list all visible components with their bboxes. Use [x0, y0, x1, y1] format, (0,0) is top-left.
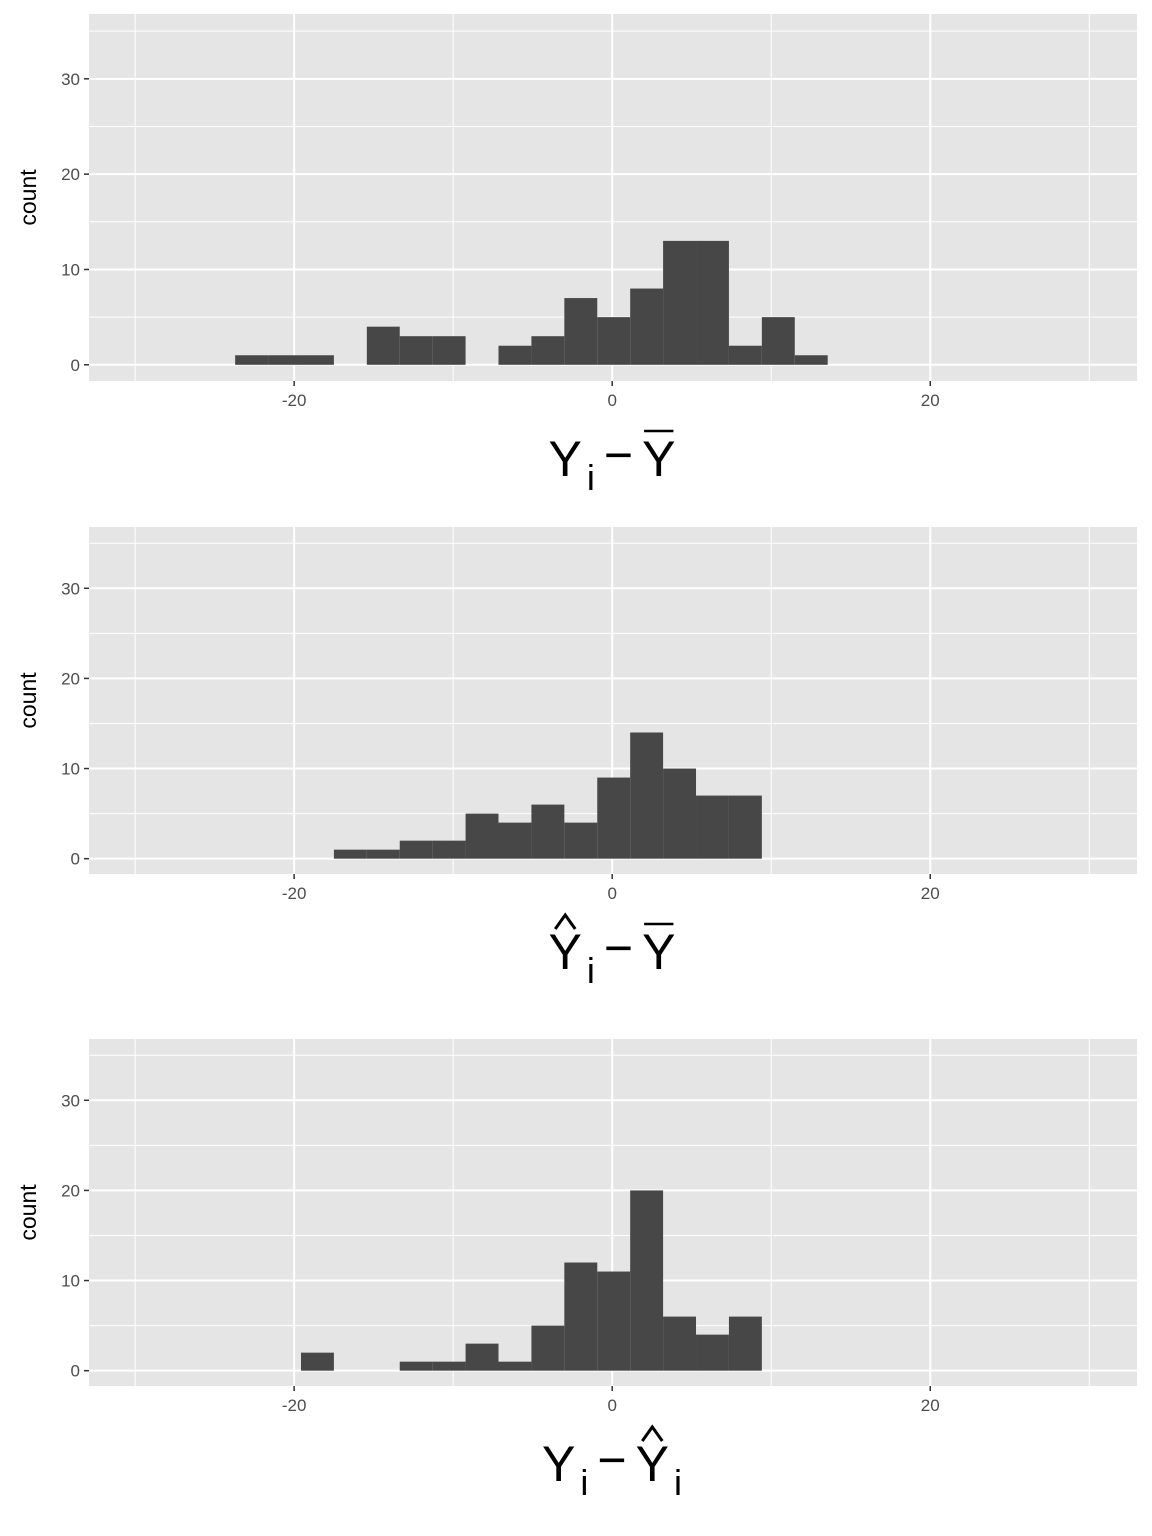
histogram-bar: [696, 1334, 729, 1371]
hat-accent: [553, 912, 577, 930]
y-tick-label: 20: [61, 165, 80, 184]
x-tick-label: 20: [921, 391, 940, 410]
histogram-bar: [728, 345, 762, 365]
x-tick-label: -20: [282, 884, 307, 903]
x-title-rhs: Y: [642, 924, 675, 980]
x-title-main: Y: [549, 431, 582, 487]
y-tick-label: 30: [61, 1091, 80, 1110]
histogram-bar: [333, 849, 367, 859]
x-title-subscript: i: [580, 1462, 588, 1503]
histogram-bar: [630, 288, 664, 365]
y-tick-label: 10: [61, 760, 80, 779]
histogram-bar: [728, 1316, 762, 1371]
histogram-bar: [728, 795, 762, 859]
x-tick-label: 20: [921, 1396, 940, 1415]
histogram-bar: [432, 840, 466, 859]
x-title-rhs-subscript: i: [674, 1462, 682, 1503]
histogram-bar: [432, 1361, 466, 1371]
histogram-bar: [465, 813, 499, 859]
x-title-subscript: i: [587, 457, 595, 498]
x-title-operator: −: [597, 1432, 626, 1488]
histogram-bar: [630, 732, 664, 859]
histogram-bar: [235, 355, 269, 365]
histogram-bar: [663, 768, 697, 859]
y-tick-label: 0: [71, 356, 80, 375]
histogram-bar: [794, 355, 828, 365]
histogram-bar: [531, 336, 565, 365]
x-tick-label: 20: [921, 884, 940, 903]
y-tick-label: 20: [61, 669, 80, 688]
y-tick-label: 10: [61, 1272, 80, 1291]
x-title-operator: −: [604, 427, 633, 483]
histogram-bar: [564, 822, 598, 859]
histogram-bar: [465, 1343, 499, 1371]
histogram-bar: [268, 355, 301, 365]
histogram-bar: [498, 822, 532, 859]
y-axis-title: count: [15, 169, 41, 226]
histogram-panel-1: 0 10 20 30 -20 0 20 count Y i − Y: [15, 14, 1137, 498]
x-title-main: Y: [549, 924, 582, 980]
y-tick-label: 30: [61, 579, 80, 598]
histogram-bar: [597, 1271, 631, 1371]
x-tick-label: 0: [607, 391, 616, 410]
histogram-bar: [498, 345, 532, 365]
x-tick-label: 0: [607, 1396, 616, 1415]
x-title-operator: −: [604, 920, 633, 976]
histogram-bar: [597, 777, 631, 859]
hat-accent: [641, 1424, 664, 1442]
y-axis-title: count: [15, 672, 41, 729]
histogram-bar: [696, 240, 729, 365]
histogram-bar: [399, 1361, 433, 1371]
x-title-subscript: i: [587, 950, 595, 991]
x-tick-label: -20: [282, 1396, 307, 1415]
y-tick-label: 10: [61, 260, 80, 279]
x-tick-label: -20: [282, 391, 307, 410]
histogram-bar: [531, 804, 565, 859]
histogram-bar: [564, 298, 598, 365]
histogram-bar: [630, 1190, 664, 1371]
histogram-bar: [663, 1316, 697, 1371]
y-tick-label: 30: [61, 70, 80, 89]
histogram-bar: [597, 317, 631, 365]
x-tick-label: 0: [607, 884, 616, 903]
y-tick-label: 20: [61, 1181, 80, 1200]
histogram-bar: [399, 336, 433, 365]
histogram-bar: [399, 840, 433, 859]
y-tick-label: 0: [71, 1362, 80, 1381]
histogram-bar: [531, 1325, 565, 1371]
y-axis-title: count: [15, 1184, 41, 1241]
histogram-bar: [498, 1361, 532, 1371]
histogram-bar: [696, 795, 729, 859]
histogram-bar: [432, 336, 466, 365]
histogram-bar: [366, 849, 400, 859]
histogram-bar: [366, 326, 400, 365]
histogram-bar: [663, 240, 697, 365]
histogram-bar: [564, 1262, 598, 1371]
histogram-panel-2: 0 10 20 30 -20 0 20 count Y i − Y: [15, 527, 1137, 991]
histogram-bar: [300, 1352, 334, 1371]
x-title-rhs: Y: [636, 1436, 669, 1492]
histogram-bar: [761, 317, 795, 365]
histogram-bar: [300, 355, 334, 365]
x-title-main: Y: [542, 1436, 575, 1492]
y-tick-label: 0: [71, 850, 80, 869]
x-title-rhs: Y: [642, 431, 675, 487]
